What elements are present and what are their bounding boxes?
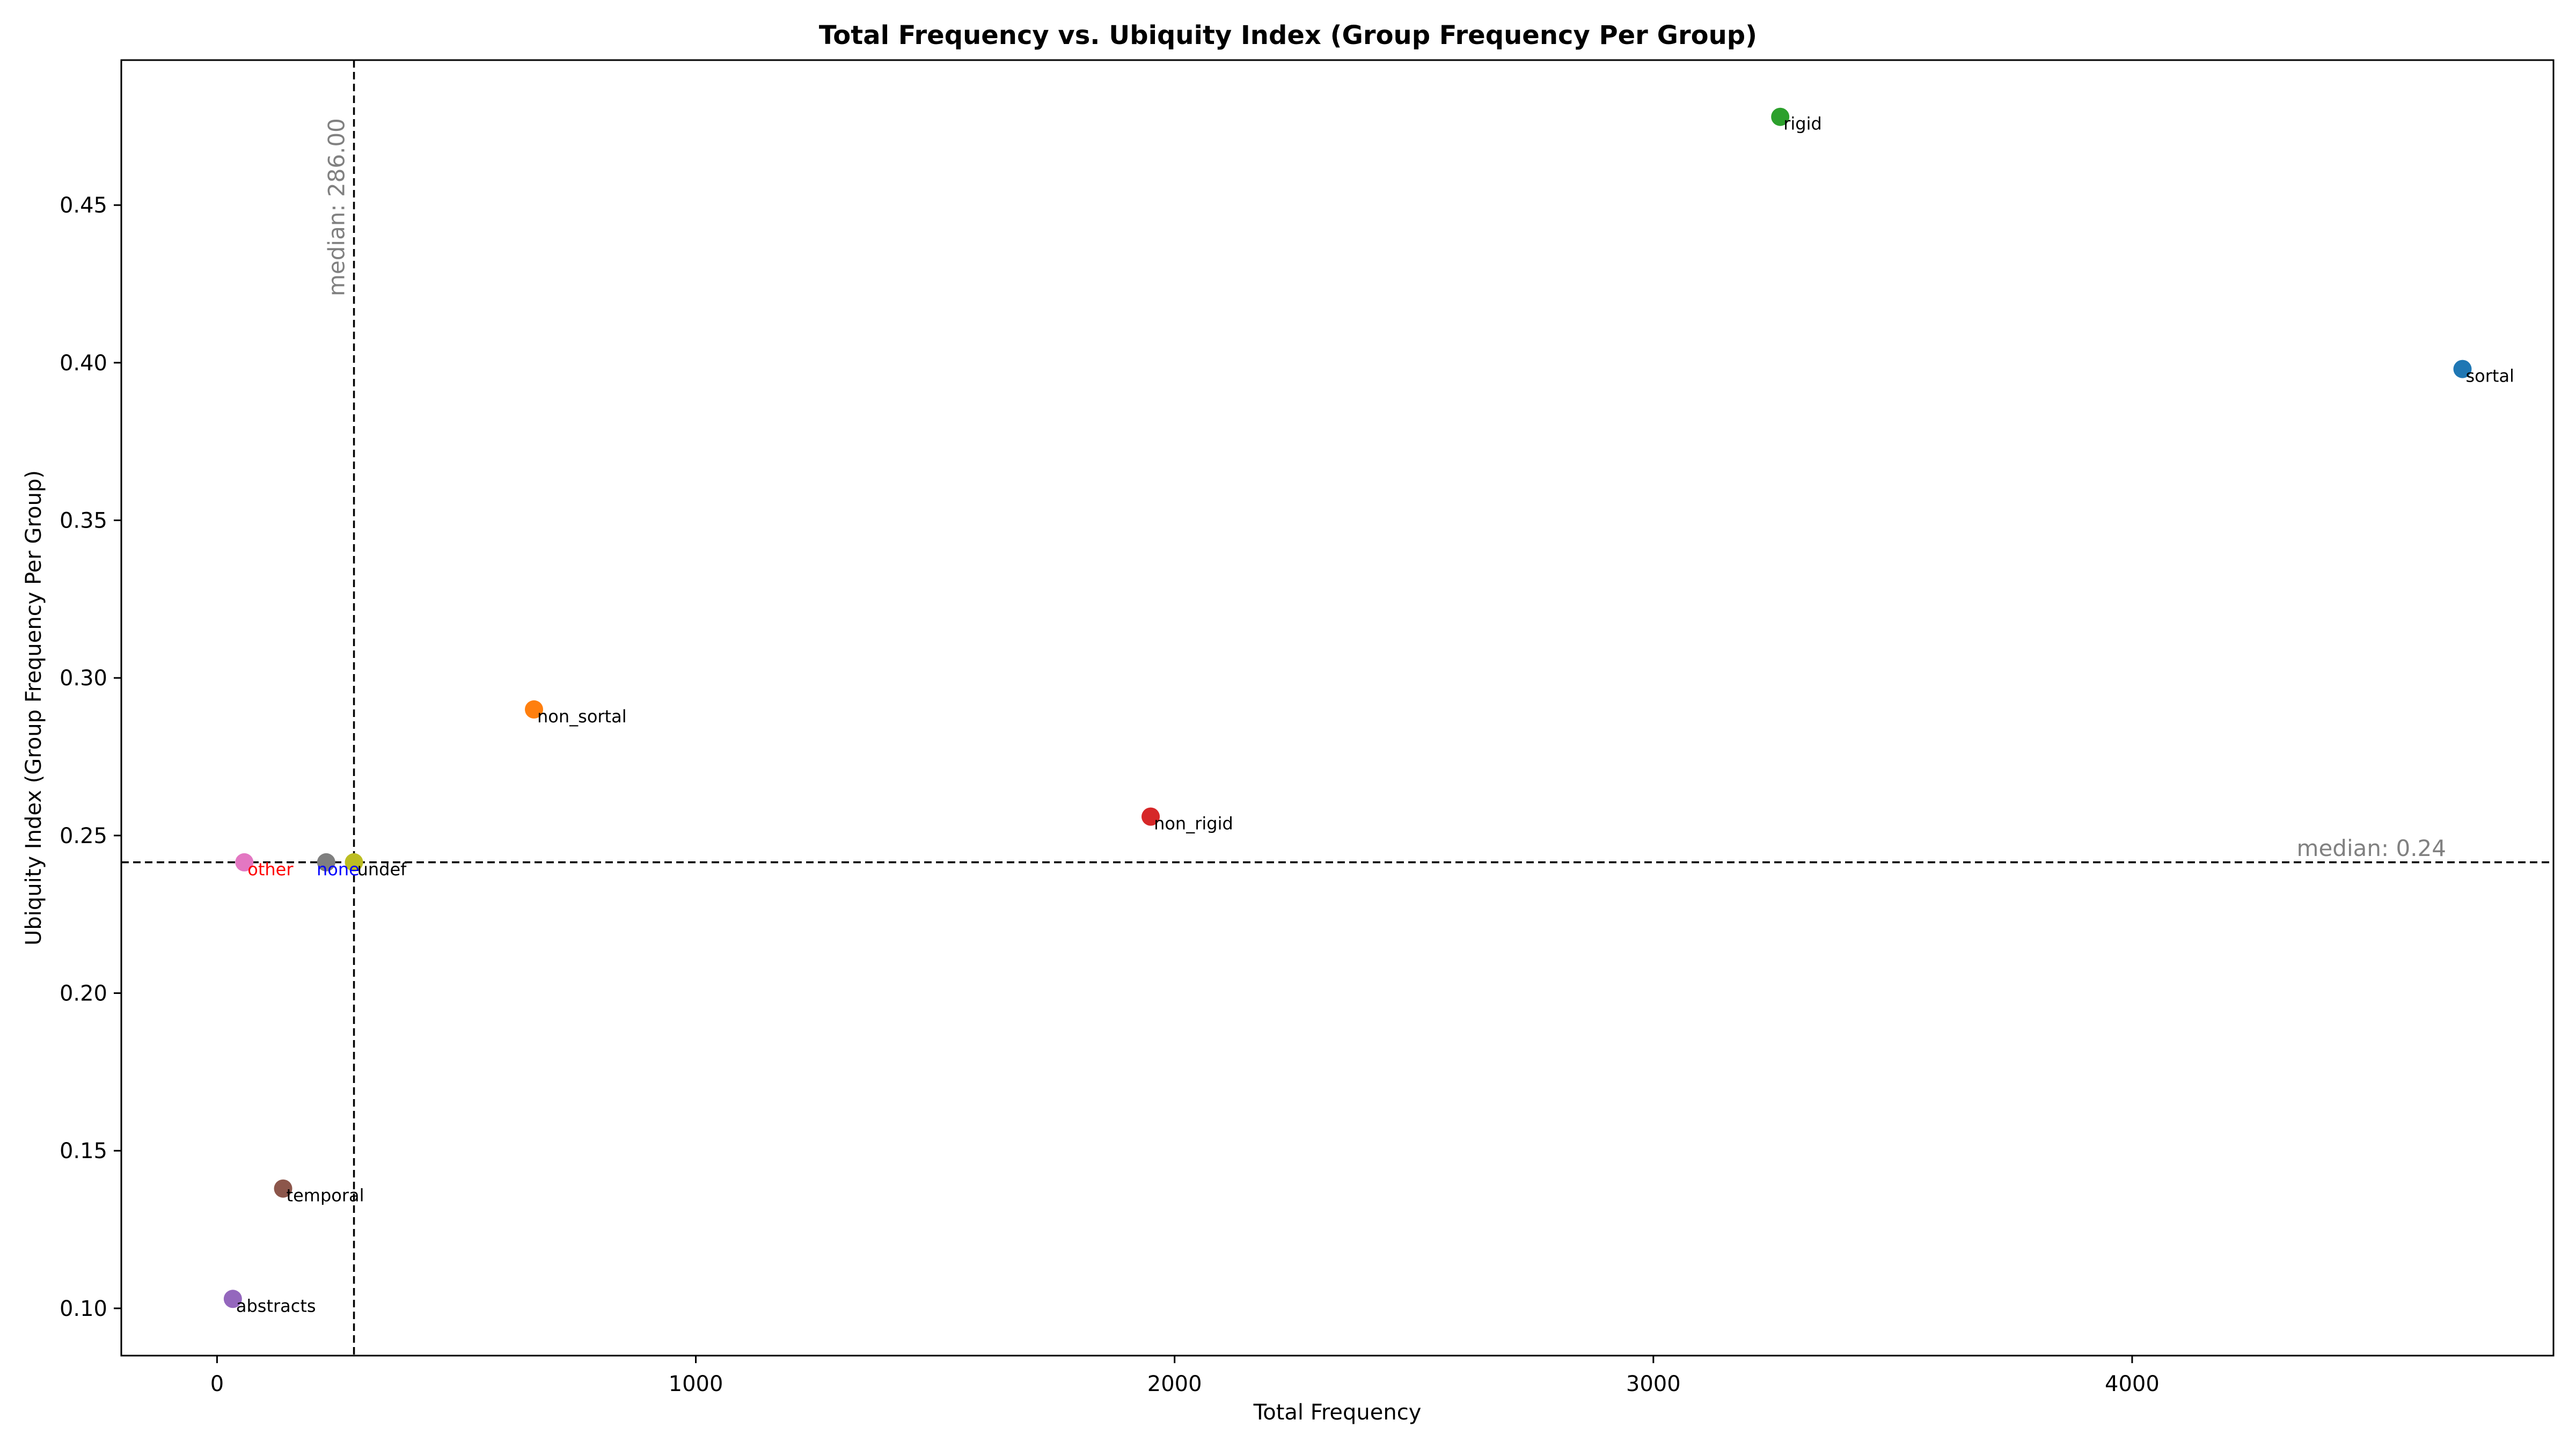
median-y-label: median: 0.24 (2297, 835, 2446, 861)
plot-area: 0 1000 2000 3000 4000 0.10 0.15 0.20 0.25 0.30 0.3… (60, 60, 2553, 1396)
point-label-non-rigid: non_rigid (1154, 814, 1233, 834)
point-label-other: other (247, 859, 294, 880)
y-tick-label: 0.20 (60, 982, 107, 1006)
chart-title: Total Frequency vs. Ubiquity Index (Grou… (819, 20, 1757, 50)
point-temporal (274, 1179, 292, 1198)
point-non-rigid (1141, 807, 1160, 826)
y-tick-label: 0.15 (60, 1139, 107, 1163)
x-tick-label: 2000 (1147, 1372, 1202, 1396)
point-label-undef: undef (357, 859, 407, 880)
y-tick-label: 0.45 (60, 193, 107, 218)
x-tick-label: 4000 (2105, 1372, 2160, 1396)
point-label-non-sortal: non_sortal (537, 706, 627, 727)
point-undef (345, 853, 363, 872)
y-tick-label: 0.25 (60, 824, 107, 848)
x-tick-label: 0 (210, 1372, 224, 1396)
point-none (317, 853, 335, 872)
point-abstracts (223, 1290, 242, 1308)
plot-frame (120, 59, 2555, 1357)
x-axis-label: Total Frequency (1253, 1400, 1422, 1425)
point-rigid (1771, 107, 1790, 126)
y-tick-label: 0.35 (60, 509, 107, 533)
y-tick-label: 0.10 (60, 1297, 107, 1321)
x-tick-label: 1000 (669, 1372, 723, 1396)
y-axis-label: Ubiquity Index (Group Frequency Per Grou… (21, 470, 46, 946)
point-sortal (2453, 360, 2472, 378)
point-label-none: none (317, 859, 360, 880)
point-label-rigid: rigid (1783, 114, 1822, 134)
median-x-label: median: 286.00 (324, 118, 350, 296)
y-tick-label: 0.40 (60, 351, 107, 376)
point-non-sortal (525, 700, 544, 719)
x-tick-label: 3000 (1626, 1372, 1681, 1396)
point-label-temporal: temporal (287, 1185, 364, 1206)
point-label-abstracts: abstracts (236, 1296, 316, 1316)
y-tick-label: 0.30 (60, 666, 107, 691)
point-label-sortal: sortal (2465, 366, 2514, 386)
point-other (235, 853, 254, 872)
